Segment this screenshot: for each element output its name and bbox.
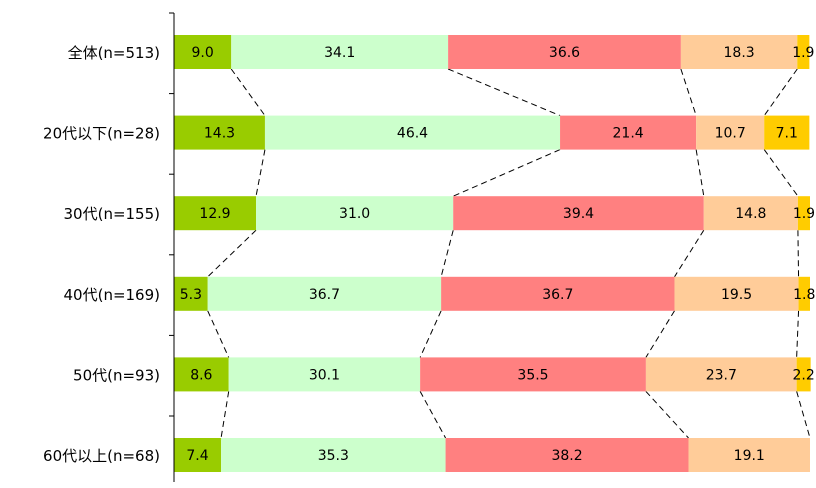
category-labels: 全体(n=513) 20代以下(n=28) 30代(n=155) 40代(n=169)… xyxy=(43,44,160,465)
connector-line-2-2 xyxy=(674,229,705,278)
value-label-0-0: 9.0 xyxy=(191,45,213,61)
connector-line-1-2 xyxy=(695,149,705,197)
connector-line-2-0 xyxy=(207,229,257,278)
bar-segment-4-1 xyxy=(228,357,421,392)
bar-segment-1-3 xyxy=(696,115,765,150)
bar-segment-1-4 xyxy=(764,115,810,150)
bar-segment-5-0 xyxy=(174,438,222,472)
value-label-3-3: 19.5 xyxy=(721,287,752,303)
value-label-2-1: 31.0 xyxy=(339,206,370,222)
category-label-2: 30代(n=155) xyxy=(64,205,161,223)
connector-line-0-0 xyxy=(230,68,266,116)
value-label-2-3: 14.8 xyxy=(735,206,766,222)
connector-line-0-2 xyxy=(680,68,697,116)
bar-segment-3-1 xyxy=(207,276,442,311)
value-label-0-2: 36.6 xyxy=(549,45,580,61)
bar-segment-0-3 xyxy=(680,35,798,69)
connector-line-1-0 xyxy=(255,149,266,197)
connector-line-0-1 xyxy=(447,68,561,117)
value-label-5-1: 35.3 xyxy=(318,448,349,464)
value-label-3-2: 36.7 xyxy=(542,287,573,303)
connector-lines xyxy=(207,68,811,439)
bar-segment-1-2 xyxy=(560,115,697,150)
value-label-3-4: 1.8 xyxy=(793,287,815,303)
category-label-0: 全体(n=513) xyxy=(68,44,160,62)
bar-segment-5-3 xyxy=(688,438,810,472)
value-label-1-1: 46.4 xyxy=(397,126,428,142)
value-label-2-4: 1.9 xyxy=(793,206,815,222)
category-label-4: 50代(n=93) xyxy=(73,366,160,384)
value-label-4-1: 30.1 xyxy=(309,367,340,383)
connector-line-4-3 xyxy=(796,391,811,439)
bar-segment-3-2 xyxy=(441,276,675,311)
connector-line-1-3 xyxy=(763,149,799,197)
bar-segment-0-2 xyxy=(448,35,681,69)
connector-line-4-1 xyxy=(419,391,447,439)
value-label-1-4: 7.1 xyxy=(776,126,798,142)
bar-segment-2-0 xyxy=(174,196,257,231)
value-label-2-2: 39.4 xyxy=(563,206,594,222)
value-label-1-0: 14.3 xyxy=(204,126,235,142)
value-label-3-1: 36.7 xyxy=(309,287,340,303)
bar-segment-5-2 xyxy=(445,438,689,472)
bar-segment-3-3 xyxy=(674,276,799,311)
bar-segment-3-4 xyxy=(798,276,810,311)
value-label-0-3: 18.3 xyxy=(724,45,755,61)
connector-line-3-1 xyxy=(419,310,442,358)
bar-segment-1-1 xyxy=(264,115,561,150)
bar-segment-2-3 xyxy=(703,196,798,231)
value-label-4-4: 2.2 xyxy=(793,367,815,383)
category-axis xyxy=(169,12,175,482)
bar-segment-2-4 xyxy=(797,196,810,231)
value-label-1-2: 21.4 xyxy=(613,126,644,142)
category-label-5: 60代以上(n=68) xyxy=(43,447,160,465)
connector-line-4-0 xyxy=(220,391,230,439)
value-label-0-1: 34.1 xyxy=(324,45,355,61)
connector-line-4-2 xyxy=(645,391,689,439)
value-label-4-2: 35.5 xyxy=(517,367,548,383)
value-label-5-3: 19.1 xyxy=(734,448,765,464)
bar-segment-3-0 xyxy=(174,276,208,311)
connector-line-3-0 xyxy=(207,310,230,358)
value-label-5-0: 7.4 xyxy=(186,448,208,464)
bar-segment-0-0 xyxy=(174,35,232,69)
category-label-3: 40代(n=169) xyxy=(64,286,161,304)
connector-line-1-1 xyxy=(453,149,561,197)
value-label-1-3: 10.7 xyxy=(715,126,746,142)
value-label-0-4: 1.9 xyxy=(792,45,814,61)
bar-segment-2-2 xyxy=(453,196,704,231)
bar-segment-0-4 xyxy=(797,35,810,69)
bar-segment-1-0 xyxy=(174,115,265,150)
value-label-3-0: 5.3 xyxy=(180,287,202,303)
category-label-1: 20代以下(n=28) xyxy=(43,125,160,143)
bar-segment-4-0 xyxy=(174,357,229,392)
bar-segments xyxy=(174,35,811,472)
bar-segment-4-3 xyxy=(645,357,797,392)
value-label-2-0: 12.9 xyxy=(199,206,230,222)
bar-segment-5-1 xyxy=(221,438,446,472)
value-label-5-2: 38.2 xyxy=(551,448,582,464)
connector-line-0-3 xyxy=(763,68,798,116)
connector-line-3-3 xyxy=(796,310,800,358)
bar-segment-4-2 xyxy=(420,357,646,392)
value-label-4-3: 23.7 xyxy=(706,367,737,383)
value-labels: 9.0 34.1 36.6 18.3 1.9 14.3 46.4 21.4 10.7 7.1 12.… xyxy=(180,45,816,464)
value-label-4-0: 8.6 xyxy=(190,367,212,383)
bar-segment-0-1 xyxy=(231,35,449,69)
connector-line-3-2 xyxy=(645,310,675,358)
connector-line-2-1 xyxy=(440,230,454,277)
bar-segment-2-1 xyxy=(256,196,454,231)
bar-segment-4-4 xyxy=(796,357,811,392)
connector-line-2-3 xyxy=(797,230,800,277)
